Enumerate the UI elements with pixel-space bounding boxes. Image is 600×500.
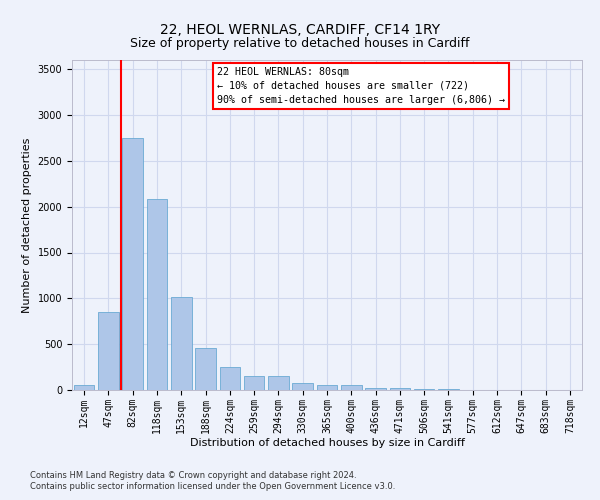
- Bar: [317, 384, 337, 390]
- Bar: [74, 384, 94, 390]
- Text: Contains public sector information licensed under the Open Government Licence v3: Contains public sector information licen…: [30, 482, 395, 491]
- Text: 22 HEOL WERNLAS: 80sqm
← 10% of detached houses are smaller (722)
90% of semi-de: 22 HEOL WERNLAS: 80sqm ← 10% of detached…: [217, 66, 505, 104]
- Bar: [98, 312, 119, 390]
- Bar: [244, 376, 265, 390]
- Text: Size of property relative to detached houses in Cardiff: Size of property relative to detached ho…: [130, 38, 470, 51]
- Bar: [195, 348, 216, 390]
- Text: 22, HEOL WERNLAS, CARDIFF, CF14 1RY: 22, HEOL WERNLAS, CARDIFF, CF14 1RY: [160, 22, 440, 36]
- Bar: [146, 200, 167, 390]
- Bar: [171, 298, 191, 390]
- Bar: [389, 388, 410, 390]
- Bar: [220, 367, 240, 390]
- Bar: [268, 376, 289, 390]
- X-axis label: Distribution of detached houses by size in Cardiff: Distribution of detached houses by size …: [190, 438, 464, 448]
- Bar: [292, 383, 313, 390]
- Bar: [365, 388, 386, 390]
- Bar: [122, 138, 143, 390]
- Bar: [341, 385, 362, 390]
- Bar: [414, 388, 434, 390]
- Text: Contains HM Land Registry data © Crown copyright and database right 2024.: Contains HM Land Registry data © Crown c…: [30, 470, 356, 480]
- Y-axis label: Number of detached properties: Number of detached properties: [22, 138, 32, 312]
- Bar: [438, 389, 459, 390]
